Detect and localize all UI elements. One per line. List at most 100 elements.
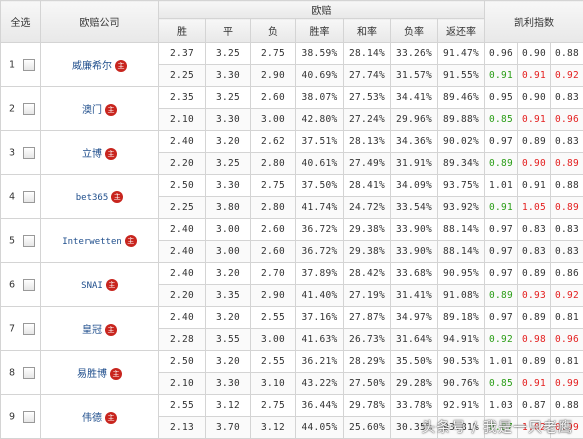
kelly-draw-cell: 0.90: [517, 86, 551, 109]
kelly-draw-cell: 0.90: [517, 42, 551, 65]
lose-odds-cell: 2.60: [250, 240, 296, 263]
row-checkbox[interactable]: [23, 102, 36, 115]
company-cell: Interwetten 主: [40, 218, 159, 263]
company-link[interactable]: 立博: [82, 149, 102, 160]
row-index-cell: 6: [0, 262, 41, 307]
company-link[interactable]: Interwetten: [62, 236, 122, 247]
win-odds-cell: 2.37: [158, 42, 206, 65]
company-link[interactable]: bet365: [75, 192, 109, 203]
return-rate-cell: 88.14%: [437, 240, 485, 263]
win-rate-cell: 36.72%: [295, 218, 344, 241]
row-index: 1: [9, 59, 16, 70]
current-odds-row: 2.13 3.70 3.12 44.05% 25.60% 30.35% 93.81% 0.87…: [1, 416, 583, 439]
win-odds-cell: 2.55: [158, 394, 206, 417]
lose-odds-cell: 2.75: [250, 174, 296, 197]
lose-header: 负: [250, 18, 296, 43]
row-checkbox[interactable]: [23, 190, 36, 203]
lose-rate-cell: 34.09%: [390, 174, 438, 197]
kelly-draw-cell: 0.89: [517, 262, 551, 285]
row-index-cell: 7: [0, 306, 41, 351]
initial-odds-row: 9 伟德主 2.55 3.12 2.75 36.44% 29.78% 33.78% 92.91%…: [0, 394, 583, 439]
kelly-lose-cell: 0.83: [549, 86, 583, 109]
row-index-cell: 3: [0, 130, 41, 175]
kelly-win-cell: 0.97: [484, 262, 518, 285]
draw-odds-cell: 3.00: [205, 218, 251, 241]
draw-rate-cell: 27.74%: [343, 64, 391, 87]
win-rate-cell: 42.80%: [295, 108, 344, 131]
initial-odds-row: 2 澳门主 2.35 3.25 2.60 38.07% 27.53% 34.41% 89.46%…: [0, 86, 583, 131]
row-checkbox[interactable]: [23, 278, 36, 291]
win-odds-cell: 2.40: [158, 130, 206, 153]
kelly-win-cell: 1.01: [484, 174, 518, 197]
lose-odds-cell: 2.60: [250, 218, 296, 241]
row-checkbox[interactable]: [23, 322, 36, 335]
row-checkbox[interactable]: [23, 410, 36, 423]
select-all-header[interactable]: 全选: [0, 0, 41, 43]
company-link[interactable]: 伟德: [82, 413, 102, 424]
kelly-win-cell: 0.91: [484, 64, 518, 87]
lose-odds-cell: 2.90: [250, 64, 296, 87]
kelly-header: 凯利指数: [483, 0, 583, 43]
win-rate-cell: 36.21%: [295, 350, 344, 373]
draw-odds-cell: 3.35: [205, 284, 251, 307]
win-header: 胜: [158, 18, 206, 43]
kelly-lose-cell: 0.99: [549, 372, 583, 395]
lose-odds-cell: 2.70: [250, 262, 296, 285]
win-odds-cell: 2.50: [158, 174, 206, 197]
draw-odds-cell: 3.12: [205, 394, 251, 417]
draw-odds-cell: 3.30: [205, 174, 251, 197]
return-rate-cell: 90.95%: [437, 262, 485, 285]
kelly-draw-cell: 1.05: [517, 196, 551, 219]
lose-rate-cell: 31.91%: [390, 152, 438, 175]
win-odds-cell: 2.10: [158, 372, 206, 395]
draw-odds-cell: 3.80: [205, 196, 251, 219]
current-odds-row: 2.10 3.30 3.00 42.80% 27.24% 29.96% 89.88% 0.85…: [1, 108, 583, 131]
lose-rate-cell: 33.78%: [390, 394, 438, 417]
kelly-lose-cell: 0.83: [549, 218, 583, 241]
row-checkbox[interactable]: [23, 146, 36, 159]
win-odds-cell: 2.10: [158, 108, 206, 131]
lose-rate-cell: 33.90%: [390, 240, 438, 263]
kelly-lose-cell: 0.83: [549, 130, 583, 153]
kelly-draw-cell: 0.98: [517, 328, 551, 351]
kelly-lose-cell: 0.96: [549, 108, 583, 131]
lose-rate-cell: 31.64%: [390, 328, 438, 351]
row-checkbox[interactable]: [23, 234, 36, 247]
draw-odds-cell: 3.20: [205, 350, 251, 373]
row-index: 8: [9, 367, 16, 378]
current-odds-row: 2.20 3.25 2.80 40.61% 27.49% 31.91% 89.34% 0.89…: [1, 152, 583, 175]
row-index: 7: [9, 323, 16, 334]
win-rate-cell: 37.16%: [295, 306, 344, 329]
draw-rate-cell: 29.78%: [343, 394, 391, 417]
row-index-cell: 8: [0, 350, 41, 395]
odds-table-body: 1 威廉希尔主 2.37 3.25 2.75 38.59% 28.14% 33.26% 91.4…: [0, 42, 583, 439]
win-odds-cell: 2.25: [158, 196, 206, 219]
company-link[interactable]: SNAI: [81, 280, 103, 291]
lose-rate-cell: 33.68%: [390, 262, 438, 285]
company-link[interactable]: 易胜博: [77, 369, 107, 380]
kelly-draw-cell: 0.87: [517, 394, 551, 417]
watermark: 头条号 / 我是一只老鹰: [421, 420, 573, 436]
company-link[interactable]: 澳门: [82, 105, 102, 116]
company-cell: 立博主: [40, 130, 159, 175]
lose-rate-header: 负率: [390, 18, 438, 43]
return-rate-cell: 91.47%: [437, 42, 485, 65]
kelly-win-cell: 0.92: [484, 328, 518, 351]
draw-rate-cell: 27.53%: [343, 86, 391, 109]
kelly-lose-cell: 0.99: [549, 416, 583, 439]
current-odds-row: 2.20 3.35 2.90 41.40% 27.19% 31.41% 91.08% 0.89…: [1, 284, 583, 307]
draw-odds-cell: 3.20: [205, 130, 251, 153]
company-link[interactable]: 威廉希尔: [72, 61, 112, 72]
company-link[interactable]: 皇冠: [82, 325, 102, 336]
kelly-win-cell: 0.97: [484, 240, 518, 263]
kelly-draw-cell: 0.89: [517, 350, 551, 373]
win-rate-cell: 37.89%: [295, 262, 344, 285]
row-checkbox[interactable]: [23, 366, 36, 379]
draw-header: 平: [205, 18, 251, 43]
row-checkbox[interactable]: [23, 58, 36, 71]
draw-rate-cell: 28.29%: [343, 350, 391, 373]
win-rate-cell: 38.07%: [295, 86, 344, 109]
kelly-lose-cell: 0.92: [549, 64, 583, 87]
lose-odds-cell: 2.55: [250, 350, 296, 373]
company-cell: SNAI 主: [40, 262, 159, 307]
